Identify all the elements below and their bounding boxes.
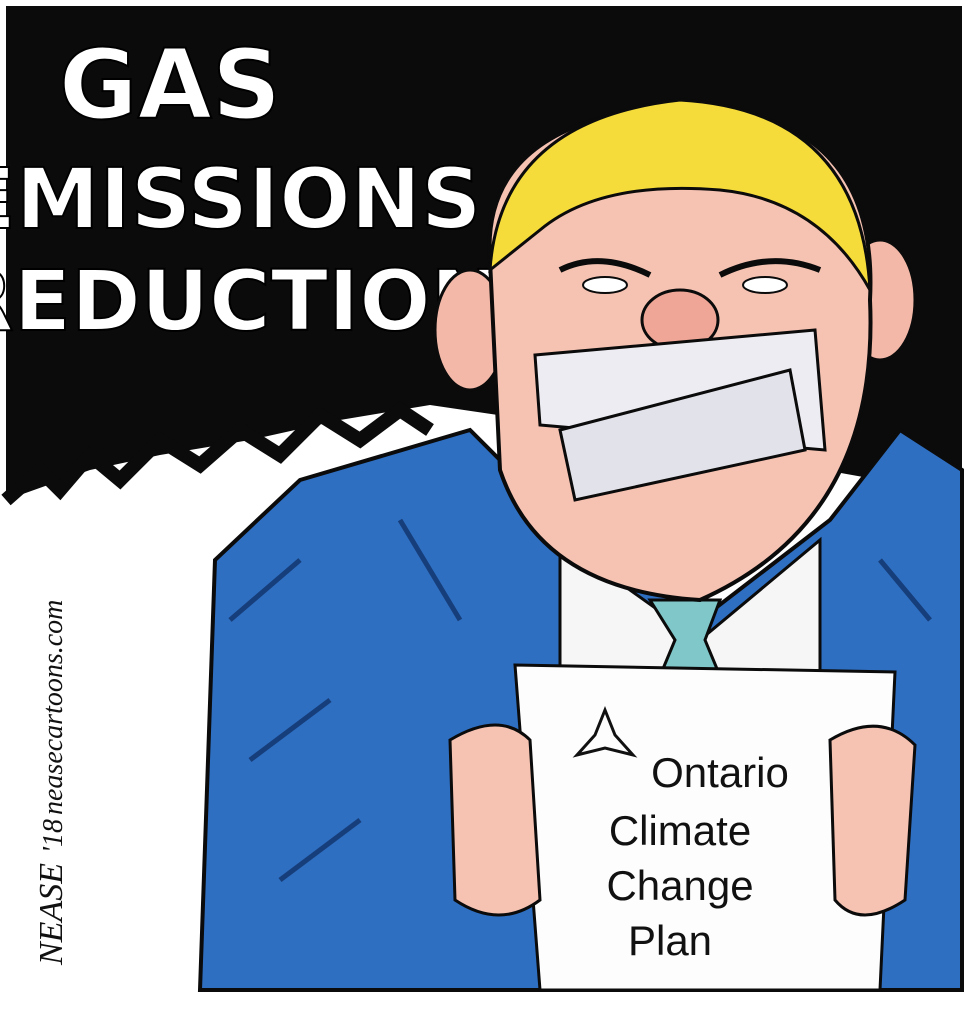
document-title: Climate [609, 807, 751, 854]
document-title: Change [606, 862, 753, 909]
eye [743, 277, 787, 293]
document-org: Ontario [651, 749, 789, 796]
eye [583, 277, 627, 293]
headline-line: REDUCTION [0, 252, 501, 350]
headline-line: EMISSIONS [0, 150, 481, 248]
document-title: Plan [628, 917, 712, 964]
website: neasecartoons.com [38, 600, 69, 815]
hand [830, 726, 915, 915]
artist-name: NEASE [33, 863, 70, 966]
headline-line: GAS [59, 29, 281, 141]
signature-year: '18 [38, 819, 69, 853]
cartoon: GAS EMISSIONS REDUCTION Ontario Climate … [0, 0, 968, 1017]
hand [450, 725, 540, 915]
signature: NEASE '18 neasecartoons.com [33, 600, 70, 966]
